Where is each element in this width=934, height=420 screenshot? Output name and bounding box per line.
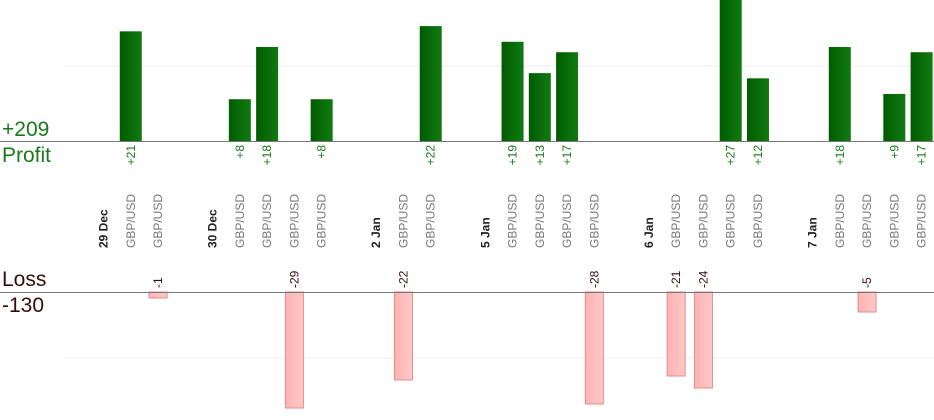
- date-label: 2 Jan: [369, 217, 383, 248]
- date-label: 6 Jan: [642, 217, 656, 248]
- profit-bar: [556, 52, 579, 141]
- profit-label: Profit: [2, 144, 52, 167]
- bars-layer: [119, 0, 933, 409]
- trade-pair-label: GBP/USD: [669, 194, 683, 248]
- profit-value-label: +8: [315, 145, 329, 159]
- trade-pair-label: GBP/USD: [915, 194, 929, 248]
- profit-bar: [883, 94, 906, 141]
- profit-bar: [910, 52, 933, 141]
- trade-pair-label: GBP/USD: [287, 194, 301, 248]
- profit-bar: [828, 47, 851, 141]
- loss-value-label: -21: [669, 270, 683, 288]
- profit-value-label: +17: [915, 145, 929, 166]
- profit-value-label: +8: [233, 145, 247, 159]
- profit-value-label: +12: [751, 145, 765, 166]
- trade-pair-label: GBP/USD: [860, 194, 874, 248]
- loss-value-label: -29: [287, 270, 301, 288]
- trade-pair-label: GBP/USD: [887, 194, 901, 248]
- trade-pair-label: GBP/USD: [124, 194, 138, 248]
- profit-bar: [501, 41, 524, 141]
- trade-pair-label: GBP/USD: [533, 194, 547, 248]
- profit-value-label: +13: [533, 145, 547, 166]
- profit-bar: [310, 99, 333, 141]
- date-label: 7 Jan: [806, 217, 820, 248]
- loss-bar: [584, 291, 604, 405]
- loss-label: Loss: [2, 268, 47, 291]
- loss-value-label: -5: [860, 277, 874, 288]
- loss-bar: [666, 291, 686, 377]
- date-label: 5 Jan: [478, 217, 492, 248]
- trade-pair-label: GBP/USD: [151, 194, 165, 248]
- profit-value-label: +19: [506, 145, 520, 166]
- loss-bar: [284, 291, 304, 409]
- trade-pair-label: GBP/USD: [751, 194, 765, 248]
- loss-bar: [857, 291, 877, 313]
- profit-value-label: +9: [887, 145, 901, 159]
- profit-bar: [419, 26, 442, 141]
- loss-total: -130: [2, 294, 45, 317]
- loss-bar: [693, 291, 713, 389]
- gridlines: [64, 65, 934, 359]
- profit-bar: [256, 47, 279, 141]
- loss-value-label: -24: [696, 270, 710, 288]
- trade-pair-label: GBP/USD: [724, 194, 738, 248]
- date-label: 30 Dec: [206, 209, 220, 248]
- loss-value-label: -28: [587, 270, 601, 288]
- profit-value-label: +17: [560, 145, 574, 166]
- profit-bar: [719, 0, 742, 141]
- profit-total: +209: [2, 118, 50, 141]
- trade-pair-label: GBP/USD: [506, 194, 520, 248]
- trade-pair-label: GBP/USD: [587, 194, 601, 248]
- profit-value-label: +22: [424, 145, 438, 166]
- profit-value-label: +18: [833, 145, 847, 166]
- trade-pair-label: GBP/USD: [424, 194, 438, 248]
- trade-pair-label: GBP/USD: [696, 194, 710, 248]
- profit-value-label: +27: [724, 145, 738, 166]
- trade-pair-label: GBP/USD: [315, 194, 329, 248]
- profit-bar: [119, 31, 142, 141]
- trade-pair-label: GBP/USD: [233, 194, 247, 248]
- profit-bar: [228, 99, 251, 141]
- loss-value-label: -22: [396, 270, 410, 288]
- loss-value-label: -1: [151, 277, 165, 288]
- loss-bar: [393, 291, 413, 381]
- profit-bar: [528, 73, 551, 141]
- axes-layer: [0, 141, 934, 293]
- trade-pair-label: GBP/USD: [396, 194, 410, 248]
- profit-value-label: +21: [124, 145, 138, 166]
- trade-pair-label: GBP/USD: [833, 194, 847, 248]
- trade-pair-label: GBP/USD: [560, 194, 574, 248]
- trade-pair-label: GBP/USD: [260, 194, 274, 248]
- profit-value-label: +18: [260, 145, 274, 166]
- date-label: 29 Dec: [97, 209, 111, 248]
- profit-bar: [746, 78, 769, 141]
- labels-layer: 29 Dec GBP/USD +21 GBP/USD -1 30 Dec GBP/USD +8…: [97, 145, 929, 288]
